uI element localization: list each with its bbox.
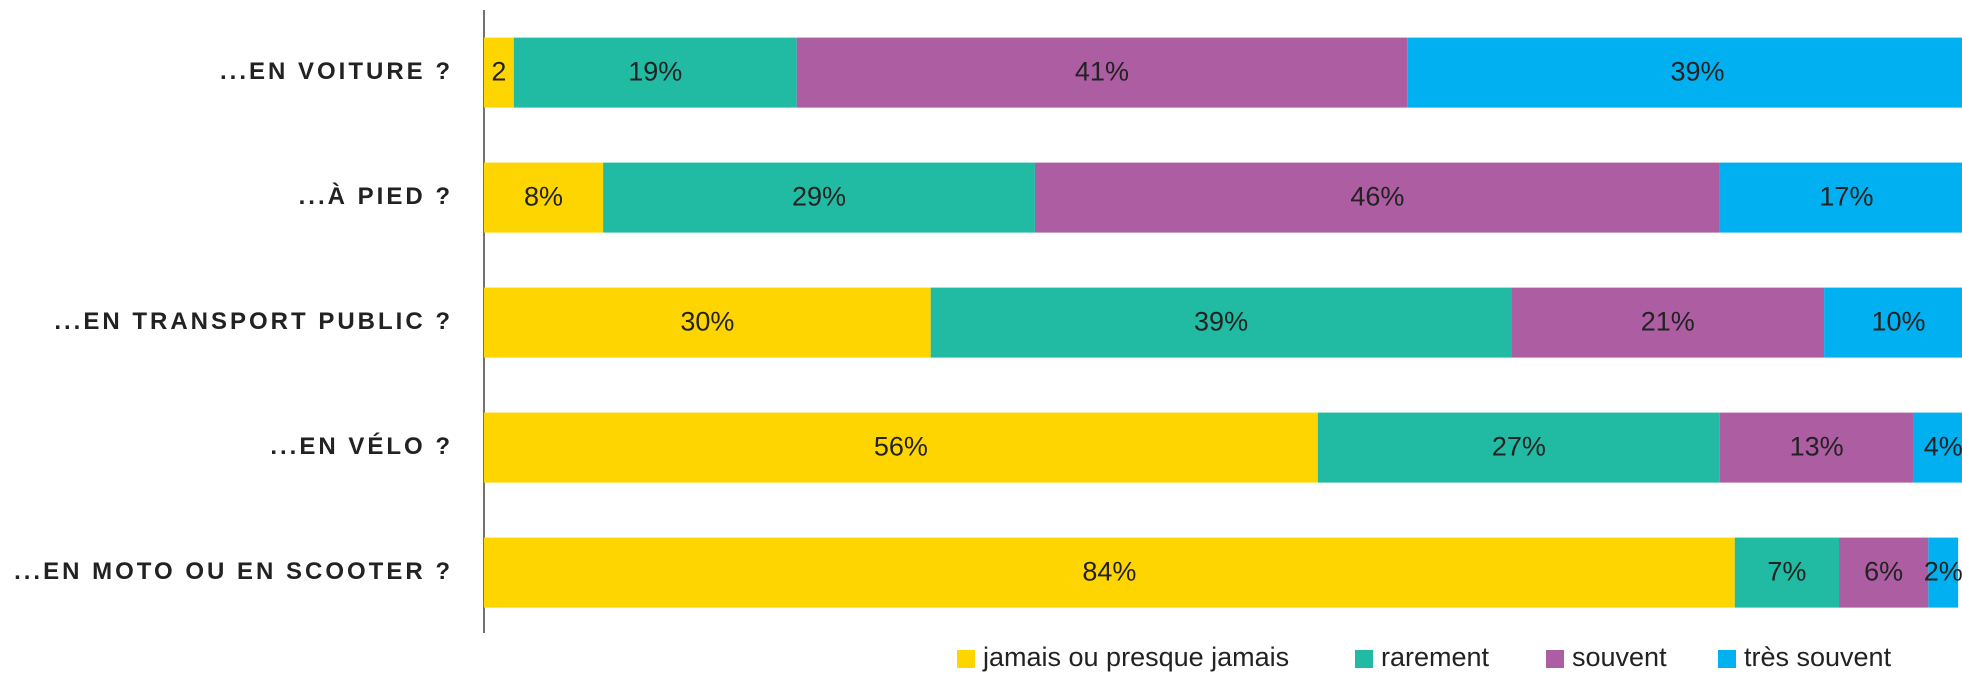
bar-segment xyxy=(484,287,931,358)
legend-swatch xyxy=(1355,650,1373,668)
bar-segment xyxy=(1913,412,1962,483)
category-label: ...EN TRANSPORT PUBLIC ? xyxy=(54,308,453,335)
bar-segment xyxy=(484,37,514,108)
bar-segment xyxy=(1824,287,1962,358)
value-label: 39% xyxy=(1194,307,1248,337)
value-label: 39% xyxy=(1671,57,1725,87)
value-label: 21% xyxy=(1641,307,1695,337)
bar-segment xyxy=(1034,162,1720,233)
bar-segment xyxy=(1511,287,1825,358)
value-label: 2 xyxy=(491,57,506,87)
value-label: 30% xyxy=(680,307,734,337)
legend-label: très souvent xyxy=(1744,642,1892,672)
legend-label: souvent xyxy=(1572,642,1667,672)
value-label: 7% xyxy=(1767,557,1806,587)
value-label: 4% xyxy=(1924,432,1962,462)
value-label: 17% xyxy=(1819,182,1873,212)
bar-segment xyxy=(1928,537,1959,608)
legend-swatch xyxy=(1718,650,1736,668)
value-label: 2% xyxy=(1924,557,1962,587)
legend-label: jamais ou presque jamais xyxy=(982,642,1289,672)
value-label: 41% xyxy=(1075,57,1129,87)
category-label: ...À PIED ? xyxy=(299,182,453,210)
value-label: 13% xyxy=(1790,432,1844,462)
value-label: 27% xyxy=(1492,432,1546,462)
bar-segment xyxy=(484,412,1318,483)
bar-segment xyxy=(603,162,1035,233)
bar-segment xyxy=(484,162,604,233)
category-label: ...EN VÉLO ? xyxy=(270,432,453,460)
value-label: 29% xyxy=(792,182,846,212)
value-label: 19% xyxy=(628,57,682,87)
value-label: 84% xyxy=(1082,557,1136,587)
bar-segment xyxy=(484,537,1735,608)
bar-segment xyxy=(796,37,1408,108)
bar-segment xyxy=(1734,537,1839,608)
bar-segment xyxy=(1719,162,1962,233)
bar-segment xyxy=(930,287,1512,358)
category-label: ...EN VOITURE ? xyxy=(220,58,453,85)
category-label: ...EN MOTO OU EN SCOOTER ? xyxy=(14,558,453,585)
legend-swatch xyxy=(1546,650,1564,668)
value-label: 46% xyxy=(1350,182,1404,212)
value-label: 10% xyxy=(1872,307,1926,337)
legend-label: rarement xyxy=(1381,642,1490,672)
legend-swatch xyxy=(957,650,975,668)
bar-segment xyxy=(513,37,797,108)
bar-segment xyxy=(1407,37,1962,108)
value-label: 8% xyxy=(524,182,563,212)
value-label: 56% xyxy=(874,432,928,462)
bar-segment xyxy=(1838,537,1929,608)
bar-segment xyxy=(1317,412,1720,483)
value-label: 6% xyxy=(1864,557,1903,587)
bar-segment xyxy=(1719,412,1914,483)
